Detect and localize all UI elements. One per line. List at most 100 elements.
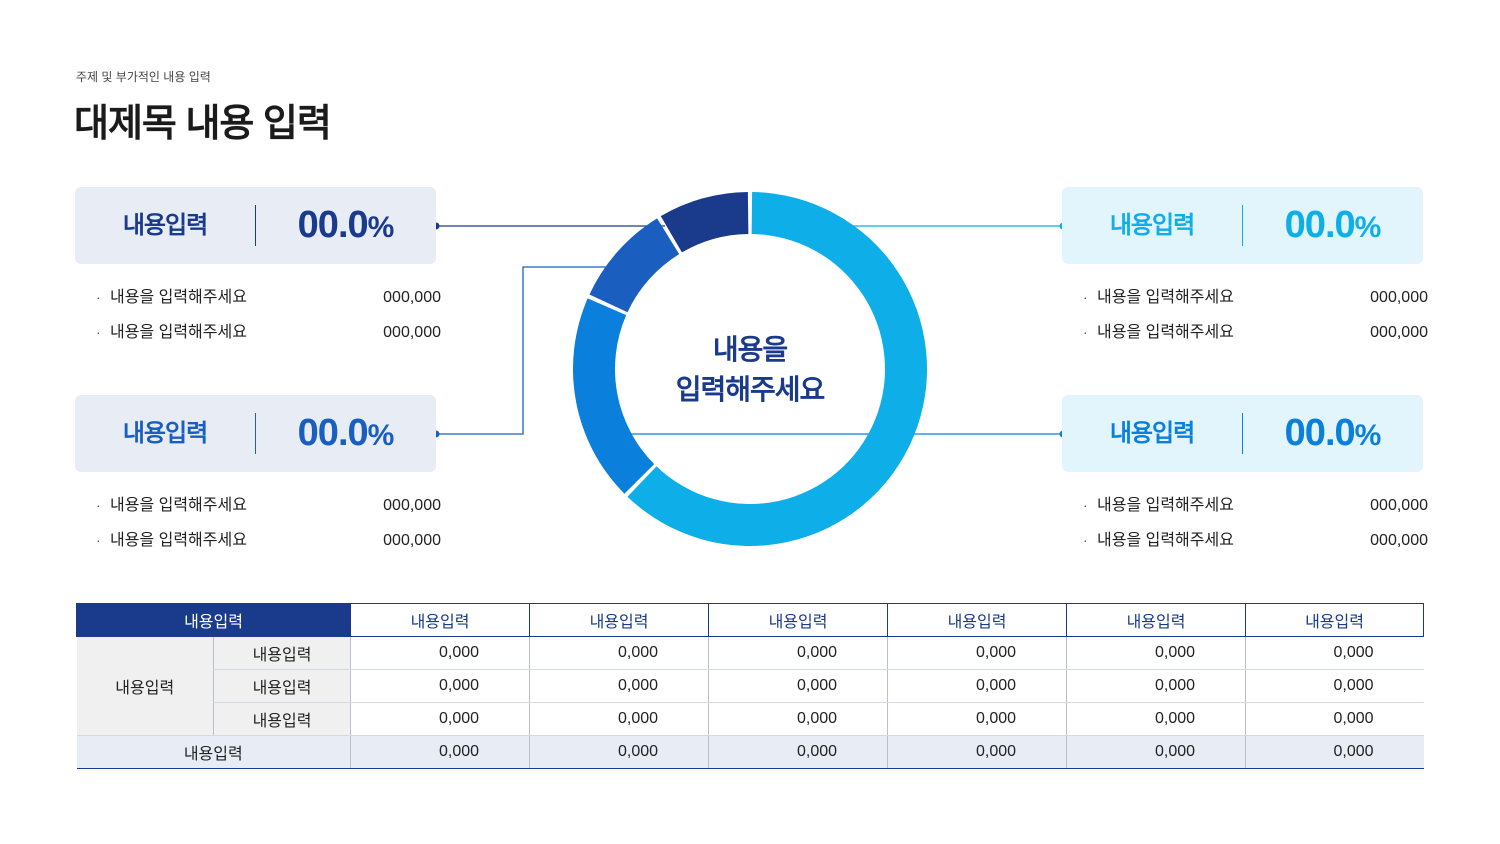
bullet-dot: ·	[96, 532, 101, 548]
list-item: · 내용을 입력해주세요 000,000	[1083, 523, 1428, 558]
bullet-dot: ·	[96, 289, 101, 305]
list-item-text: 내용을 입력해주세요	[1097, 532, 1234, 549]
table-cell: 0,000	[529, 735, 709, 769]
table-cell: 0,000	[1066, 669, 1246, 703]
stat-card-divider	[1242, 205, 1243, 246]
table-cell: 0,000	[887, 735, 1067, 769]
list-item-value: 000,000	[1370, 497, 1428, 514]
stat-card-percent-value: 00.0	[1284, 412, 1356, 454]
table-column-header: 내용입력	[1245, 603, 1425, 637]
list-item-text: 내용을 입력해주세요	[110, 532, 247, 549]
table-total-row: 내용입력 0,000 0,000 0,000 0,000 0,000 0,000	[76, 735, 1424, 769]
list-item: · 내용을 입력해주세요 000,000	[96, 488, 441, 523]
table-row-label: 내용입력	[212, 669, 351, 703]
table-cell: 0,000	[708, 669, 888, 703]
stat-card-percent: 00.0%	[255, 395, 436, 472]
table-header-row: 내용입력 내용입력 내용입력 내용입력 내용입력 내용입력 내용입력	[75, 603, 1425, 637]
connector-line-bottom-left	[436, 266, 608, 435]
bullet-dot: ·	[1083, 324, 1088, 340]
table-row: 내용입력 0,000 0,000 0,000 0,000 0,000 0,000	[77, 702, 1424, 736]
list-item: · 내용을 입력해주세요 000,000	[1083, 315, 1428, 350]
table-column-header: 내용입력	[1066, 603, 1246, 637]
table-row: 내용입력 0,000 0,000 0,000 0,000 0,000 0,000	[77, 669, 1424, 703]
list-item: · 내용을 입력해주세요 000,000	[96, 315, 441, 350]
stat-card-percent-value: 00.0	[1284, 204, 1356, 246]
table-cell: 0,000	[1066, 735, 1246, 769]
list-item-text: 내용을 입력해주세요	[1097, 497, 1234, 514]
donut-center-line1: 내용을	[712, 334, 788, 365]
table-row-label: 내용입력	[212, 702, 351, 736]
stat-card-divider	[255, 413, 256, 454]
stat-card-percent: 00.0%	[255, 187, 436, 264]
bullet-dot: ·	[1083, 497, 1088, 513]
bullet-dot: ·	[1083, 532, 1088, 548]
stat-card-percent-unit: %	[367, 211, 395, 244]
stat-card-bottom-right: 내용입력 00.0%	[1062, 395, 1423, 472]
table-cell: 0,000	[708, 636, 888, 670]
list-item: · 내용을 입력해주세요 000,000	[96, 280, 441, 315]
stat-card-top-left: 내용입력 00.0%	[75, 187, 436, 264]
list-item-value: 000,000	[1370, 532, 1428, 549]
table-cell: 0,000	[1245, 702, 1424, 736]
page-subtitle: 주제 및 부가적인 내용 입력	[76, 70, 211, 84]
table-column-header: 내용입력	[708, 603, 888, 637]
table-cell: 0,000	[1066, 636, 1246, 670]
bullet-dot: ·	[1083, 289, 1088, 305]
stat-card-percent-value: 00.0	[297, 204, 369, 246]
list-item-text: 내용을 입력해주세요	[1097, 324, 1234, 341]
stat-card-percent-unit: %	[1354, 419, 1382, 452]
bullet-dot: ·	[96, 324, 101, 340]
table-row-label: 내용입력	[212, 636, 351, 670]
list-item-value: 000,000	[1370, 324, 1428, 341]
stat-card-label: 내용입력	[122, 212, 208, 239]
list-item: · 내용을 입력해주세요 000,000	[96, 523, 441, 558]
stat-card-label: 내용입력	[1109, 420, 1195, 447]
table-cell: 0,000	[1245, 636, 1424, 670]
bullet-list-top-left: · 내용을 입력해주세요 000,000 · 내용을 입력해주세요 000,00…	[96, 280, 441, 350]
table-cell: 0,000	[350, 702, 530, 736]
table-row: 내용입력 내용입력 0,000 0,000 0,000 0,000 0,000 …	[76, 636, 1424, 736]
table-cell: 0,000	[708, 735, 888, 769]
bullet-list-bottom-right: · 내용을 입력해주세요 000,000 · 내용을 입력해주세요 000,00…	[1083, 488, 1428, 558]
table-cell: 0,000	[1245, 669, 1424, 703]
donut-slice-4	[660, 192, 749, 253]
stat-card-divider	[1242, 413, 1243, 454]
list-item-value: 000,000	[383, 324, 441, 341]
stat-card-bottom-left: 내용입력 00.0%	[75, 395, 436, 472]
stat-card-percent: 00.0%	[1242, 395, 1423, 472]
table-cell: 0,000	[887, 702, 1067, 736]
donut-slice-3	[589, 218, 680, 313]
table-cell: 0,000	[708, 702, 888, 736]
list-item: · 내용을 입력해주세요 000,000	[1083, 488, 1428, 523]
list-item-value: 000,000	[1370, 289, 1428, 306]
table-column-header: 내용입력	[529, 603, 709, 637]
table-cell: 0,000	[529, 636, 709, 670]
list-item-text: 내용을 입력해주세요	[110, 324, 247, 341]
bullet-list-bottom-left: · 내용을 입력해주세요 000,000 · 내용을 입력해주세요 000,00…	[96, 488, 441, 558]
stat-card-label: 내용입력	[122, 420, 208, 447]
table-column-header: 내용입력	[887, 603, 1067, 637]
stat-card-percent-unit: %	[1354, 211, 1382, 244]
table-cell: 0,000	[529, 669, 709, 703]
list-item: · 내용을 입력해주세요 000,000	[1083, 280, 1428, 315]
list-item-text: 내용을 입력해주세요	[110, 289, 247, 306]
donut-slice-2	[573, 298, 655, 494]
list-item-text: 내용을 입력해주세요	[1097, 289, 1234, 306]
table-corner-header: 내용입력	[75, 603, 351, 637]
table-row-group-label: 내용입력	[76, 636, 214, 736]
table-cell: 0,000	[1066, 702, 1246, 736]
table-cell: 0,000	[350, 669, 530, 703]
stat-card-percent-value: 00.0	[297, 412, 369, 454]
table-total-label: 내용입력	[76, 735, 351, 769]
table-cell: 0,000	[1245, 735, 1424, 769]
donut-slice-1	[627, 192, 927, 546]
stat-card-top-right: 내용입력 00.0%	[1062, 187, 1423, 264]
list-item-value: 000,000	[383, 532, 441, 549]
stat-card-divider	[255, 205, 256, 246]
donut-center-line2: 입력해주세요	[675, 374, 826, 405]
table-cell: 0,000	[350, 735, 530, 769]
list-item-value: 000,000	[383, 497, 441, 514]
table-cell: 0,000	[887, 636, 1067, 670]
page-title: 대제목 내용 입력	[74, 103, 332, 145]
